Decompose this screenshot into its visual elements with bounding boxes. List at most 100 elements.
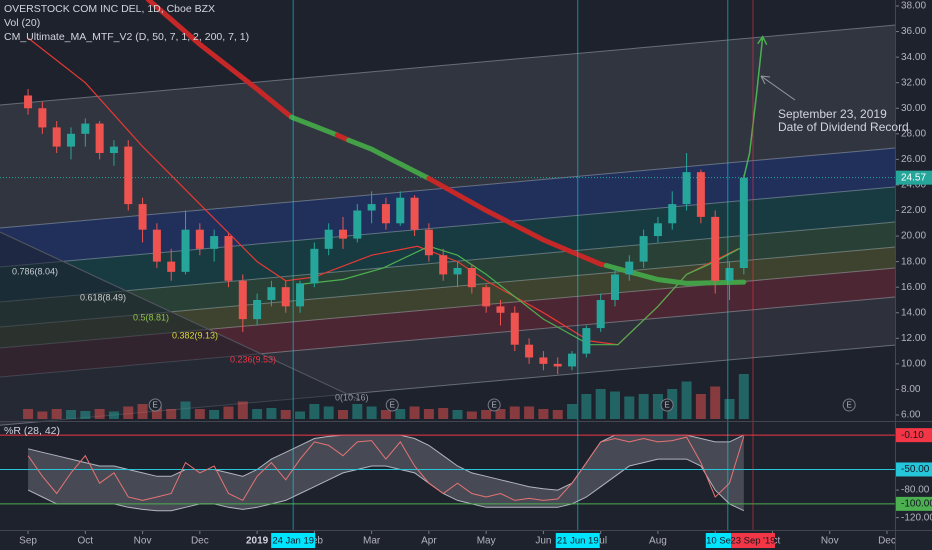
volume-bar bbox=[509, 406, 520, 419]
candle-body bbox=[610, 274, 619, 300]
candle-body bbox=[324, 229, 333, 249]
x-tick-label: Jun bbox=[535, 536, 551, 547]
y-tick-label: 34.00 bbox=[901, 52, 926, 63]
candle-body bbox=[496, 306, 505, 313]
volume-bar bbox=[337, 410, 348, 419]
candle-body bbox=[711, 216, 720, 281]
candle-body bbox=[696, 172, 705, 217]
x-tick-label: Nov bbox=[821, 536, 839, 547]
candle-body bbox=[281, 287, 290, 307]
candle-body bbox=[467, 268, 476, 288]
x-tick-label: Oct bbox=[78, 536, 94, 547]
earnings-marker bbox=[660, 398, 674, 412]
candle-body bbox=[739, 177, 748, 269]
candle-body bbox=[439, 255, 448, 275]
chart-title: OVERSTOCK COM INC DEL, 1D, Cboe BZX bbox=[4, 3, 215, 15]
x-tick-label: 2019 bbox=[246, 536, 269, 547]
volume-bar bbox=[452, 410, 463, 419]
channel-line bbox=[0, 24, 896, 106]
candle-body bbox=[639, 236, 648, 262]
earnings-label: E bbox=[153, 401, 158, 410]
annotation-arrow bbox=[760, 75, 796, 101]
annotation-arrowhead bbox=[760, 75, 771, 85]
candle-body bbox=[682, 172, 691, 205]
candle-body bbox=[510, 312, 519, 345]
w-tick-label: -50.00 bbox=[901, 464, 930, 475]
y-tick-label: 6.00 bbox=[901, 410, 921, 421]
date-marker-box bbox=[730, 533, 775, 548]
date-marker-label: 24 Jan 19 bbox=[272, 536, 314, 547]
moving-average bbox=[297, 245, 745, 346]
earnings-marker bbox=[385, 398, 399, 412]
level-box bbox=[896, 462, 932, 477]
y-tick-label: 26.00 bbox=[901, 154, 926, 165]
volume-bar bbox=[481, 410, 492, 419]
candle-body bbox=[210, 236, 219, 249]
volume-bar bbox=[524, 406, 535, 419]
volume-bar bbox=[552, 410, 563, 419]
annotation: September 23, 2019 bbox=[778, 107, 887, 121]
fib-label: 0.236(9.53) bbox=[230, 354, 276, 364]
volume-bar bbox=[710, 386, 721, 419]
fib-shade bbox=[0, 232, 360, 421]
candle-body bbox=[653, 223, 662, 237]
volume-bar bbox=[123, 406, 134, 419]
candle-body bbox=[553, 363, 562, 367]
candle-body bbox=[195, 229, 204, 249]
x-tick-label: Mar bbox=[363, 536, 381, 547]
volume-bar bbox=[23, 409, 34, 419]
channel-band bbox=[0, 25, 895, 229]
volume-bar bbox=[423, 409, 434, 419]
x-tick-label: Sep bbox=[19, 536, 37, 547]
volume-bar bbox=[738, 374, 749, 419]
volume-bar bbox=[194, 409, 205, 419]
candle-body bbox=[24, 95, 33, 109]
candle-body bbox=[353, 210, 362, 239]
candle-body bbox=[310, 248, 319, 284]
candle-body bbox=[138, 204, 147, 230]
candle-body bbox=[625, 261, 634, 275]
volume-bar bbox=[94, 409, 105, 419]
x-tick-label: Aug bbox=[649, 536, 667, 547]
candle-body bbox=[124, 146, 133, 205]
volume-bar bbox=[80, 411, 91, 419]
candle-body bbox=[453, 268, 462, 275]
w-tick-label: -120.00 bbox=[901, 512, 932, 523]
y-tick-label: 20.00 bbox=[901, 231, 926, 242]
candle-body bbox=[267, 287, 276, 300]
indicator-label: CM_Ultimate_MA_MTF_V2 (D, 50, 7, 1, 2, 2… bbox=[4, 31, 249, 43]
volume-bar bbox=[252, 409, 263, 419]
x-tick-label: Nov bbox=[134, 536, 152, 547]
y-tick-label: 14.00 bbox=[901, 307, 926, 318]
date-marker-label: 23 Sep '19 bbox=[730, 536, 775, 547]
y-tick-label: 36.00 bbox=[901, 26, 926, 37]
candle-body bbox=[152, 229, 161, 262]
fib-label: 0.382(9.13) bbox=[172, 330, 218, 340]
volume-bar bbox=[108, 411, 119, 419]
volume-bar bbox=[366, 406, 377, 419]
candle-body bbox=[525, 344, 534, 358]
candle-body bbox=[582, 328, 591, 354]
volume-bar bbox=[624, 396, 635, 419]
candle-body bbox=[224, 236, 233, 281]
x-tick-label: Dec bbox=[878, 536, 896, 547]
candle-body bbox=[296, 283, 305, 307]
candle-body bbox=[410, 197, 419, 230]
volume-bar bbox=[237, 401, 248, 419]
volume-bar bbox=[66, 410, 77, 419]
y-tick-label: 10.00 bbox=[901, 359, 926, 370]
y-tick-label: 30.00 bbox=[901, 103, 926, 114]
volume-bar bbox=[438, 408, 449, 419]
volume-bar bbox=[209, 410, 220, 419]
target-arrowhead bbox=[757, 35, 768, 46]
volume-bar bbox=[37, 411, 48, 419]
last-price-box bbox=[896, 170, 932, 185]
last-price-label: 24.57 bbox=[901, 172, 926, 183]
fib-label: 0(10.16) bbox=[335, 392, 369, 402]
volume-bar bbox=[223, 406, 234, 419]
date-marker-box bbox=[271, 533, 316, 548]
volume-bar bbox=[538, 409, 549, 419]
